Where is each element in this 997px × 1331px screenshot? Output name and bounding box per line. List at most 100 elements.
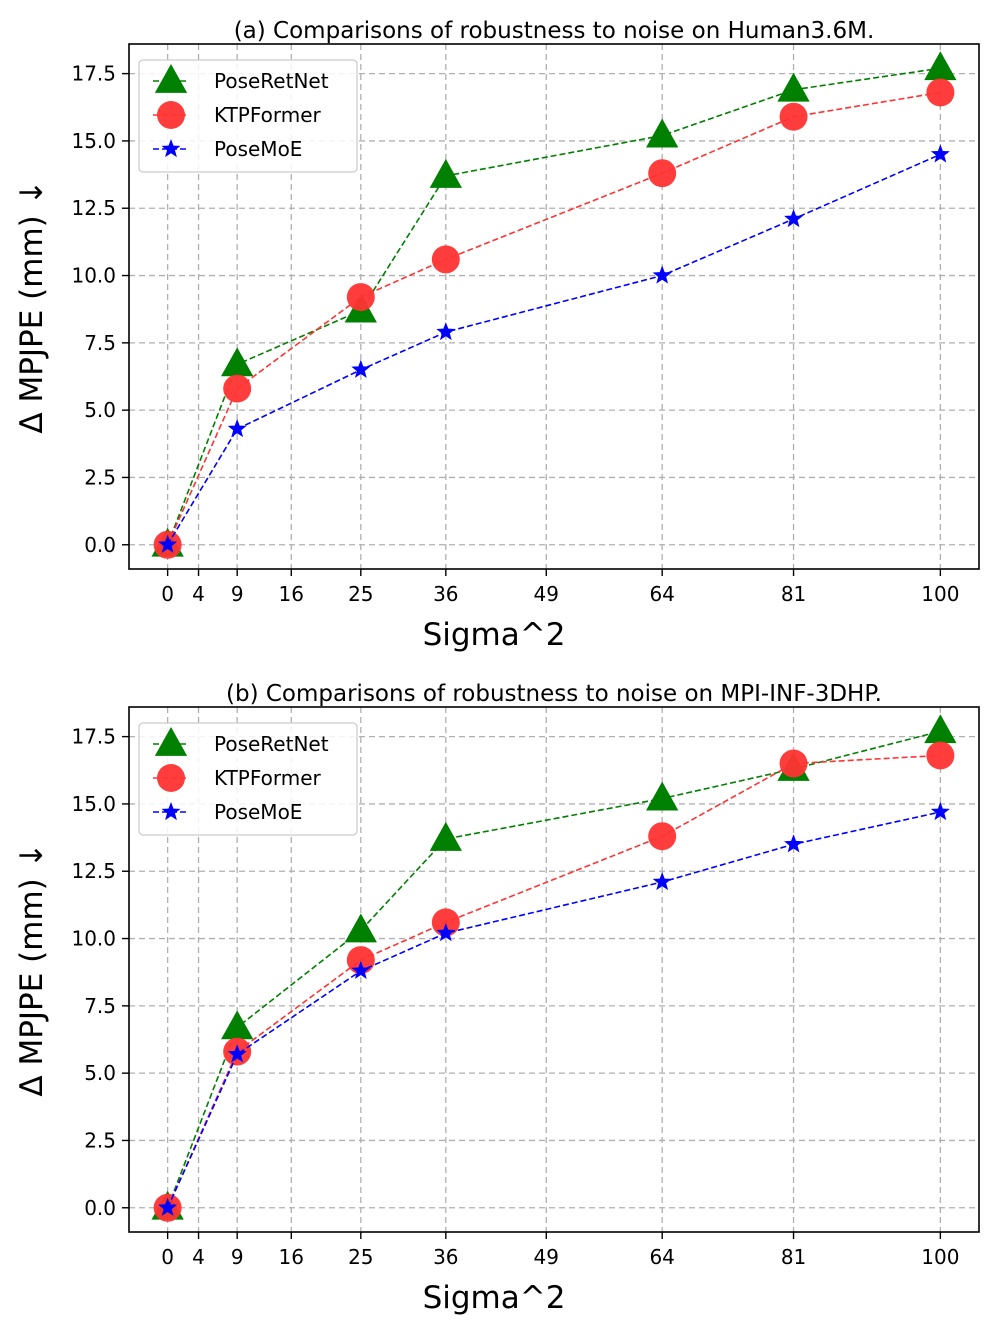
x-tick-label: 25 xyxy=(348,1245,373,1269)
data-point xyxy=(648,822,677,851)
legend: PoseRetNet KTPFormer PoseMoE xyxy=(138,722,358,836)
data-point xyxy=(646,118,679,148)
x-tick-label: 25 xyxy=(348,582,373,606)
series-ktpformer xyxy=(153,78,955,559)
data-point xyxy=(158,534,178,553)
y-tick-label: 2.5 xyxy=(84,465,116,489)
chart-panel-b: (b) Comparisons of robustness to noise o… xyxy=(14,681,980,1316)
data-point xyxy=(924,714,957,744)
x-tick-label: 81 xyxy=(781,582,806,606)
data-point xyxy=(429,158,462,188)
x-axis-label: Sigma^2 xyxy=(423,1280,566,1316)
chart-title: (a) Comparisons of robustness to noise o… xyxy=(234,18,875,44)
data-point xyxy=(652,265,672,284)
y-tick-label: 15.0 xyxy=(71,792,116,816)
data-point xyxy=(227,419,247,438)
data-point xyxy=(221,1010,254,1040)
y-axis-label: Δ MPJPE (mm) ↓ xyxy=(14,179,50,433)
x-tick-label: 100 xyxy=(921,582,959,606)
legend-marker xyxy=(161,139,181,158)
legend-label: KTPFormer xyxy=(214,103,322,127)
x-tick-label: 16 xyxy=(279,582,304,606)
data-point xyxy=(223,374,252,403)
data-point xyxy=(351,359,371,378)
data-point xyxy=(431,908,460,937)
data-point xyxy=(779,102,808,131)
x-tick-label: 49 xyxy=(534,1245,559,1269)
data-point xyxy=(784,834,804,853)
x-tick-label: 36 xyxy=(433,1245,458,1269)
y-tick-label: 0.0 xyxy=(84,533,116,557)
data-point xyxy=(436,923,456,942)
data-point xyxy=(344,913,377,943)
y-tick-label: 15.0 xyxy=(71,129,116,153)
legend-box xyxy=(138,59,358,173)
plot-frame xyxy=(128,706,980,1233)
data-point xyxy=(221,347,254,377)
legend-label: PoseMoE xyxy=(214,137,302,161)
legend-box xyxy=(138,722,358,836)
data-point xyxy=(346,283,375,312)
y-tick-label: 7.5 xyxy=(84,331,116,355)
series-posemoe xyxy=(158,802,950,1216)
y-tick-label: 12.5 xyxy=(71,196,116,220)
chart-panel-a: (a) Comparisons of robustness to noise o… xyxy=(14,18,980,653)
y-tick-label: 5.0 xyxy=(84,1061,116,1085)
x-tick-label: 49 xyxy=(534,582,559,606)
data-point xyxy=(648,159,677,188)
y-tick-label: 12.5 xyxy=(71,859,116,883)
legend-marker xyxy=(157,101,185,129)
legend-marker xyxy=(157,764,185,792)
data-point xyxy=(777,72,810,102)
legend-marker xyxy=(154,64,188,93)
x-tick-label: 9 xyxy=(231,582,244,606)
x-tick-label: 0 xyxy=(161,1245,174,1269)
x-axis-label: Sigma^2 xyxy=(423,617,566,653)
data-point xyxy=(158,1197,178,1216)
legend-label: PoseMoE xyxy=(214,800,302,824)
data-point xyxy=(227,1044,247,1063)
series-posemoe xyxy=(158,144,950,553)
y-tick-label: 7.5 xyxy=(84,994,116,1018)
data-point xyxy=(431,245,460,274)
legend-marker xyxy=(161,802,181,821)
data-point xyxy=(779,749,808,778)
legend-label: KTPFormer xyxy=(214,766,322,790)
legend-label: PoseRetNet xyxy=(214,732,329,756)
series-line xyxy=(166,153,941,546)
x-tick-label: 9 xyxy=(231,1245,244,1269)
x-tick-label: 64 xyxy=(649,1245,674,1269)
y-axis-label: Δ MPJPE (mm) ↓ xyxy=(14,842,50,1096)
x-tick-label: 36 xyxy=(433,582,458,606)
plot-frame xyxy=(128,43,980,570)
y-tick-label: 10.0 xyxy=(71,927,116,951)
data-point xyxy=(784,209,804,228)
chart-title: (b) Comparisons of robustness to noise o… xyxy=(226,681,882,707)
data-point xyxy=(351,960,371,979)
data-point xyxy=(646,781,679,811)
legend: PoseRetNet KTPFormer PoseMoE xyxy=(138,59,358,173)
x-tick-label: 4 xyxy=(192,582,205,606)
x-tick-label: 64 xyxy=(649,582,674,606)
legend-label: PoseRetNet xyxy=(214,69,329,93)
x-tick-label: 16 xyxy=(279,1245,304,1269)
legend-marker xyxy=(154,727,188,756)
y-tick-label: 0.0 xyxy=(84,1196,116,1220)
data-point xyxy=(930,802,950,821)
x-tick-label: 0 xyxy=(161,582,174,606)
x-tick-label: 4 xyxy=(192,1245,205,1269)
data-point xyxy=(930,144,950,163)
x-tick-label: 81 xyxy=(781,1245,806,1269)
y-tick-label: 2.5 xyxy=(84,1128,116,1152)
data-point xyxy=(436,322,456,341)
y-tick-label: 17.5 xyxy=(71,725,116,749)
data-point xyxy=(926,78,955,107)
data-point xyxy=(652,872,672,891)
data-point xyxy=(924,51,957,81)
x-tick-label: 100 xyxy=(921,1245,959,1269)
y-tick-label: 10.0 xyxy=(71,264,116,288)
y-tick-label: 17.5 xyxy=(71,62,116,86)
y-tick-label: 5.0 xyxy=(84,398,116,422)
data-point xyxy=(926,741,955,770)
